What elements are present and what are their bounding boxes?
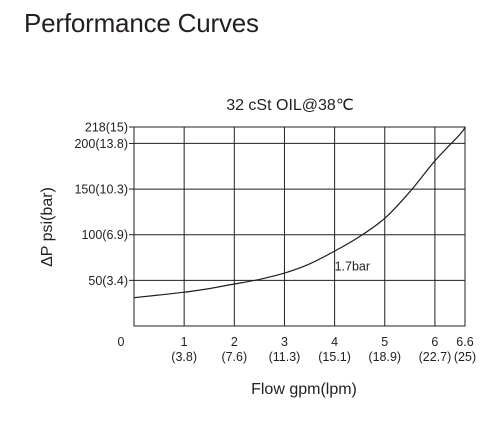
x-tick-sublabel: (18.9) (368, 350, 401, 364)
x-tick-sublabel: (25) (454, 350, 476, 364)
y-ticks: 50(3.4) 100(6.9) 150(10.3) 200(13.8) 218(15) (74, 121, 134, 288)
x-tick-sublabel: (7.6) (221, 350, 247, 364)
y-tick-label: 200(13.8) (74, 137, 128, 151)
x-tick-label: 1 (181, 335, 188, 349)
annotation-label: 1.7bar (335, 260, 370, 274)
page-title: Performance Curves (24, 8, 259, 38)
x-axis-label: Flow gpm(lpm) (251, 381, 357, 398)
x-tick-sublabel: (22.7) (419, 350, 452, 364)
x-tick-label: 2 (231, 335, 238, 349)
series-line (133, 126, 466, 299)
x-tick-sublabel: (15.1) (318, 350, 351, 364)
chart-title: 32 cSt OIL@38℃ (226, 97, 354, 114)
x-tick-label: 3 (281, 335, 288, 349)
y-tick-label: 150(10.3) (74, 183, 128, 197)
grid (134, 127, 465, 326)
x-tick-label: 5 (381, 335, 388, 349)
y-tick-label: 218(15) (85, 121, 128, 135)
y-tick-label: 50(3.4) (88, 274, 128, 288)
x-tick-label: 6.6 (456, 335, 473, 349)
x-tick-sublabel: (3.8) (171, 350, 197, 364)
y-tick-label: 100(6.9) (81, 228, 128, 242)
x-tick-sublabel: (11.3) (269, 350, 301, 364)
plot-frame (133, 126, 466, 327)
y-axis-label: ΔP psi(bar) (39, 187, 56, 267)
x-origin-label: 0 (118, 335, 125, 349)
x-tick-label: 6 (431, 335, 438, 349)
x-tick-label: 4 (331, 335, 338, 349)
x-ticks: 0 1(3.8) 2(7.6) 3(11.3) 4(15.1) 5(18.9) 6(22.7… (118, 335, 477, 364)
